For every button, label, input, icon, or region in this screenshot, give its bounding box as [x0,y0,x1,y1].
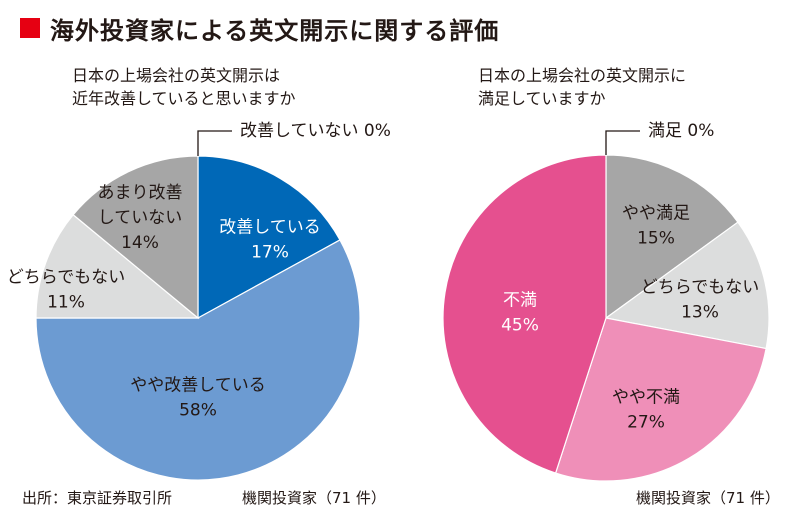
chart-title-block: 海外投資家による英文開示に関する評価 [20,8,499,48]
right-pie-slice-1 [604,221,770,350]
source-note: 出所：東京証券取引所 [22,489,173,507]
left-sample-note: 機関投資家（71 件） [242,489,386,507]
left-question-line-2: 近年改善していると思いますか [72,89,296,108]
right-pie-slice-2 [554,317,767,482]
right-slice-label-0: やや満足 15% [622,204,690,249]
left-pie-slice-1 [35,239,361,481]
left-question-line-1: 日本の上場会社の英文開示は [72,66,281,85]
right-zero-callout-label: 満足 0% [648,121,714,141]
left-pie-slice-2 [35,213,200,319]
right-sample-note: 機関投資家（71 件） [636,489,780,507]
left-slice-label-1: やや改善している 58% [130,376,266,421]
right-slice-label-1: どちらでもない 13% [641,278,760,323]
right-pie-slice-0 [605,154,739,320]
right-question-line-1: 日本の上場会社の英文開示に [478,66,687,85]
left-slice-label-0: 改善している 17% [219,218,321,263]
left-slice-label-2: どちらでもない 11% [7,268,126,313]
left-pie-slice-0 [197,155,341,320]
right-question: 日本の上場会社の英文開示に 満足していますか [478,64,686,110]
right-question-line-2: 満足していますか [478,89,606,108]
right-pie-slice-3 [442,154,607,474]
left-zero-callout-label: 改善していない 0% [240,121,391,141]
left-zero-callout-line [197,130,232,156]
left-pie-slice-3 [72,155,199,320]
right-zero-callout-line [605,130,640,155]
right-slice-label-3: 不満 45% [501,291,539,336]
left-slice-label-3: あまり改善していない 14% [98,183,183,253]
right-slice-label-2: やや不満 27% [612,388,680,433]
left-question: 日本の上場会社の英文開示は 近年改善していると思いますか [72,64,296,110]
title-marker [20,18,40,38]
chart-title: 海外投資家による英文開示に関する評価 [50,16,500,45]
